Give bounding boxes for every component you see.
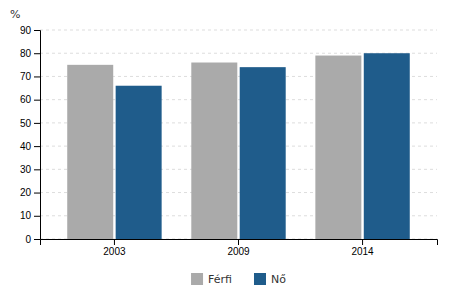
y-tick: 70 <box>20 71 40 82</box>
x-tick-mark <box>362 239 363 245</box>
legend: Férfi Nő <box>191 273 286 286</box>
y-tick-label: 50 <box>20 118 32 129</box>
y-axis-line <box>34 31 41 240</box>
bar <box>240 67 286 239</box>
bar <box>116 86 162 239</box>
y-tick-mark <box>34 53 40 54</box>
x-axis: 2003 2009 2014 <box>41 239 438 257</box>
y-tick: 40 <box>20 141 40 152</box>
y-tick: 60 <box>20 94 40 105</box>
legend-item: Nő <box>254 273 286 286</box>
y-tick-label: 0 <box>25 234 31 245</box>
y-tick: 80 <box>20 48 40 59</box>
legend-label: Nő <box>271 273 286 286</box>
bar <box>315 56 361 239</box>
chart: 0 10 20 30 40 50 60 70 80 90 2003 2009 2014% Férfi Nő <box>0 0 453 295</box>
y-tick-mark <box>34 76 40 77</box>
x-tick: 2003 <box>103 239 126 257</box>
grid-line <box>40 30 437 31</box>
legend-swatch <box>191 273 203 285</box>
legend-item: Férfi <box>191 273 232 286</box>
y-tick-label: 20 <box>20 187 32 198</box>
legend-label: Férfi <box>208 273 232 286</box>
y-tick-mark <box>34 100 40 101</box>
bar <box>67 65 113 239</box>
x-tick-label: 2009 <box>227 246 250 257</box>
bar-series <box>116 53 410 239</box>
y-tick-mark <box>34 123 40 124</box>
bar-series <box>67 56 361 239</box>
bar <box>191 63 237 239</box>
y-tick: 0 <box>25 234 40 245</box>
y-tick-mark <box>34 216 40 217</box>
y-tick-mark <box>34 239 40 240</box>
x-tick: 2009 <box>227 239 250 257</box>
y-tick-label: 80 <box>20 48 32 59</box>
y-tick-label: 30 <box>20 164 32 175</box>
y-tick: 10 <box>20 210 40 221</box>
y-tick-mark <box>34 146 40 147</box>
legend-swatch <box>254 273 266 285</box>
grid <box>40 30 437 239</box>
x-tick-mark <box>238 239 239 245</box>
y-tick-label: 10 <box>20 210 32 221</box>
y-tick-label: 40 <box>20 141 32 152</box>
x-tick-mark <box>114 239 115 245</box>
y-label: % <box>10 8 20 21</box>
x-tick-label: 2014 <box>351 246 374 257</box>
bar <box>364 53 410 239</box>
y-tick-mark <box>34 30 40 31</box>
x-tick: 2014 <box>351 239 374 257</box>
y-tick-mark <box>34 169 40 170</box>
x-tick-label: 2003 <box>103 246 126 257</box>
plot: 0 10 20 30 40 50 60 70 80 90 2003 2009 2014 <box>20 25 438 257</box>
y-tick: 20 <box>20 187 40 198</box>
y-tick: 30 <box>20 164 40 175</box>
x-axis-line <box>41 240 438 246</box>
y-tick-label: 60 <box>20 94 32 105</box>
y-tick-label: 70 <box>20 71 32 82</box>
y-axis: 0 10 20 30 40 50 60 70 80 90 <box>20 25 41 245</box>
y-tick-label: 90 <box>20 25 32 36</box>
y-tick: 90 <box>20 25 40 36</box>
y-tick: 50 <box>20 118 40 129</box>
bars <box>67 53 410 239</box>
y-tick-mark <box>34 193 40 194</box>
